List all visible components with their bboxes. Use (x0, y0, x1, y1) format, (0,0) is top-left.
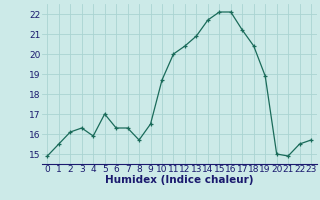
X-axis label: Humidex (Indice chaleur): Humidex (Indice chaleur) (105, 175, 253, 185)
